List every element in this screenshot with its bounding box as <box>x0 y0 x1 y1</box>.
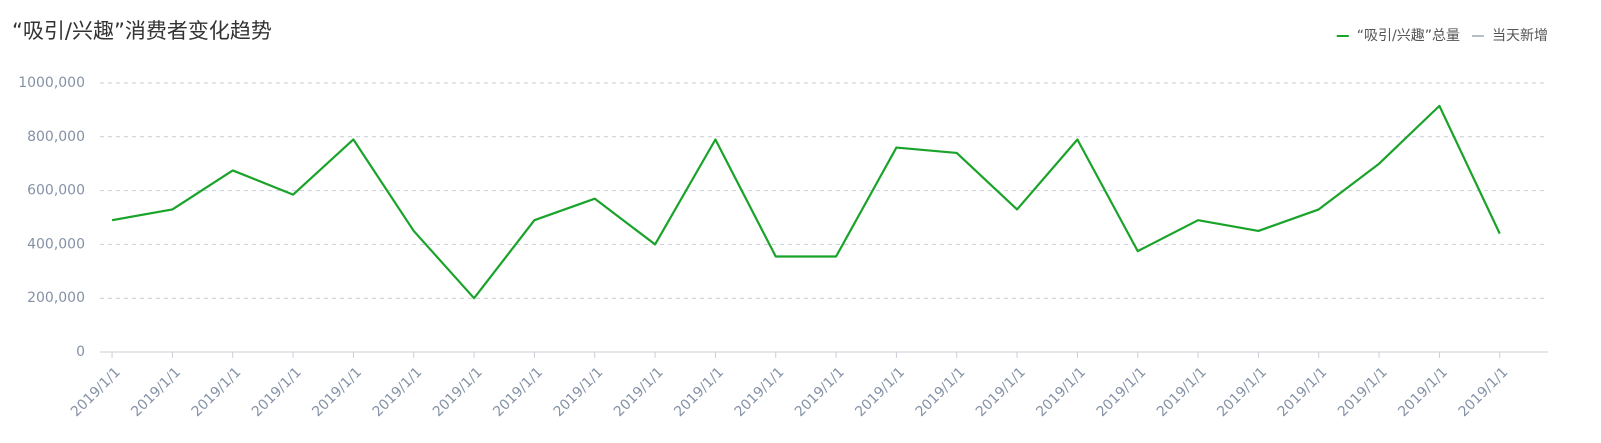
y-tick-label: 1000,000 <box>18 75 85 91</box>
y-tick-label: 0 <box>76 344 85 360</box>
y-tick-label: 200,000 <box>27 290 85 306</box>
x-tick-label: 2019/1/1 <box>1335 364 1391 420</box>
x-tick-label: 2019/1/1 <box>1395 364 1451 420</box>
x-tick-label: 2019/1/1 <box>792 364 848 420</box>
x-tick-label: 2019/1/1 <box>973 364 1029 420</box>
x-tick-label: 2019/1/1 <box>611 364 667 420</box>
x-tick-label: 2019/1/1 <box>913 364 969 420</box>
y-tick-label: 600,000 <box>27 183 85 199</box>
x-tick-label: 2019/1/1 <box>551 364 607 420</box>
x-tick-label: 2019/1/1 <box>128 364 184 420</box>
chart-title: “吸引/兴趣”消费者变化趋势 <box>12 19 272 43</box>
x-tick-label: 2019/1/1 <box>430 364 486 420</box>
x-tick-label: 2019/1/1 <box>1214 364 1270 420</box>
x-tick-label: 2019/1/1 <box>249 364 305 420</box>
x-tick-label: 2019/1/1 <box>852 364 908 420</box>
y-tick-label: 400,000 <box>27 236 85 252</box>
legend-label: “吸引/兴趣”总量 <box>1357 28 1460 44</box>
x-tick-label: 2019/1/1 <box>189 364 245 420</box>
x-tick-label: 2019/1/1 <box>370 364 426 420</box>
x-tick-label: 2019/1/1 <box>68 364 124 420</box>
x-tick-label: 2019/1/1 <box>1456 364 1512 420</box>
x-tick-label: 2019/1/1 <box>1154 364 1210 420</box>
x-tick-label: 2019/1/1 <box>1094 364 1150 420</box>
x-tick-label: 2019/1/1 <box>1033 364 1089 420</box>
series-line <box>111 104 1501 300</box>
legend-label: 当天新增 <box>1492 28 1548 44</box>
x-tick-label: 2019/1/1 <box>732 364 788 420</box>
x-tick-label: 2019/1/1 <box>490 364 546 420</box>
x-tick-label: 2019/1/1 <box>1275 364 1331 420</box>
x-tick-label: 2019/1/1 <box>309 364 365 420</box>
x-tick-label: 2019/1/1 <box>671 364 727 420</box>
y-tick-label: 800,000 <box>27 129 85 145</box>
